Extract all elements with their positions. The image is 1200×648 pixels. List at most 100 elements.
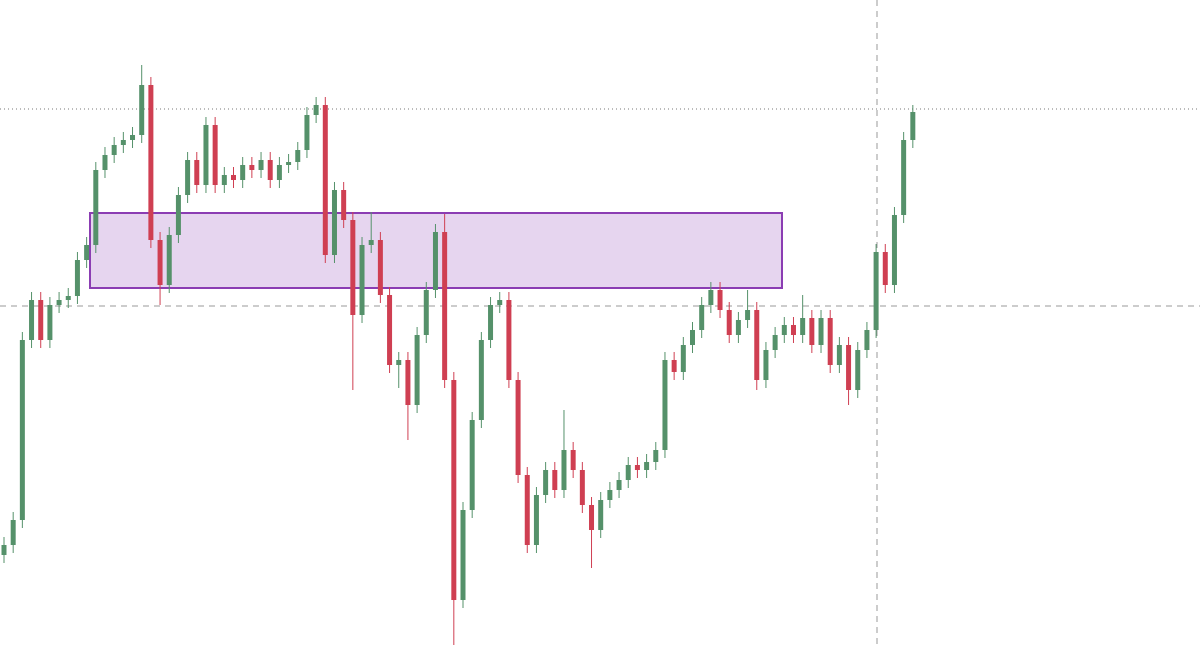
candle-body <box>901 140 907 215</box>
candle-body <box>286 162 292 165</box>
candle-body <box>846 345 852 390</box>
candle-body <box>451 380 457 600</box>
candle-body <box>524 475 530 545</box>
candle-body <box>579 470 585 505</box>
candle-body <box>38 300 44 340</box>
candle-body <box>561 450 567 490</box>
candle-body <box>341 190 347 220</box>
candle-body <box>276 165 282 180</box>
candle-body <box>533 495 539 545</box>
candle-body <box>148 85 154 240</box>
candle-body <box>634 465 640 470</box>
candle-body <box>708 290 714 305</box>
candle-body <box>331 190 337 255</box>
candle-body <box>377 240 383 295</box>
candle-body <box>662 360 668 450</box>
candle-body <box>65 296 71 300</box>
candle-body <box>111 145 117 155</box>
candle-body <box>166 235 172 285</box>
candle-body <box>221 175 227 185</box>
candle-body <box>552 470 558 490</box>
candle-body <box>405 360 411 405</box>
candle-body <box>313 105 319 115</box>
candle-body <box>699 305 705 330</box>
candle-body <box>102 155 108 170</box>
candle-body <box>29 300 35 340</box>
candle-body <box>396 360 402 365</box>
candle-body <box>460 510 466 600</box>
candle-body <box>790 325 796 335</box>
candle-body <box>212 125 218 185</box>
candle-body <box>231 175 236 180</box>
candle-body <box>873 252 879 330</box>
candle-body <box>368 240 374 245</box>
candle-body <box>625 465 631 480</box>
candle-body <box>469 420 475 510</box>
candle-body <box>185 160 191 195</box>
candle-body <box>717 290 723 310</box>
candle-body <box>690 330 695 345</box>
candle-body <box>350 220 356 315</box>
candle-body <box>203 125 209 185</box>
candle-body <box>818 318 824 345</box>
candle-body <box>598 500 604 530</box>
candle-body <box>423 290 429 335</box>
candle-body <box>726 310 732 335</box>
candle-body <box>1 545 7 555</box>
candle-body <box>570 450 576 470</box>
candle-body <box>258 160 264 170</box>
candle-body <box>607 490 613 500</box>
candle-body <box>671 360 677 372</box>
candle-body <box>84 245 90 260</box>
candle-body <box>295 150 301 162</box>
candle-body <box>763 350 769 380</box>
candle-body <box>139 85 145 135</box>
candle-body <box>864 330 870 350</box>
candle-body <box>175 195 181 235</box>
candle-body <box>616 480 622 490</box>
candle-body <box>432 232 438 290</box>
candle-body <box>891 215 897 285</box>
candle-body <box>267 160 273 180</box>
candle-body <box>772 335 778 350</box>
candle-body <box>240 165 246 180</box>
candle-body <box>506 300 512 380</box>
candle-body <box>882 252 888 285</box>
candle-body <box>515 380 521 475</box>
candle-body <box>74 260 80 296</box>
candle-body <box>800 318 806 335</box>
candle-body <box>745 310 751 320</box>
candle-body <box>47 305 53 340</box>
candle-body <box>735 320 741 335</box>
candle-body <box>56 300 62 305</box>
candle-body <box>442 232 448 380</box>
candle-body <box>130 135 136 140</box>
candle-body <box>836 345 842 365</box>
candle-body <box>644 462 650 470</box>
candle-body <box>809 318 815 345</box>
candle-body <box>827 318 833 365</box>
candle-body <box>781 325 787 335</box>
candle-body <box>855 350 861 390</box>
candle-body <box>387 295 393 365</box>
candle-body <box>19 340 25 520</box>
candle-body <box>414 335 420 405</box>
candle-body <box>488 305 494 340</box>
candle-body <box>543 470 549 495</box>
candle-body <box>478 340 484 420</box>
candle-body <box>194 160 200 185</box>
candle-body <box>249 165 255 170</box>
candle-body <box>589 505 595 530</box>
candle-body <box>497 300 503 305</box>
candle-body <box>93 170 99 245</box>
candle-body <box>157 240 163 285</box>
candle-body <box>754 310 760 380</box>
candle-body <box>910 112 916 140</box>
candle-body <box>653 450 659 462</box>
candle-body <box>680 345 686 372</box>
candle-body <box>304 115 310 150</box>
candle-body <box>120 140 126 145</box>
candle-body <box>10 520 16 545</box>
candle-body <box>359 245 365 315</box>
